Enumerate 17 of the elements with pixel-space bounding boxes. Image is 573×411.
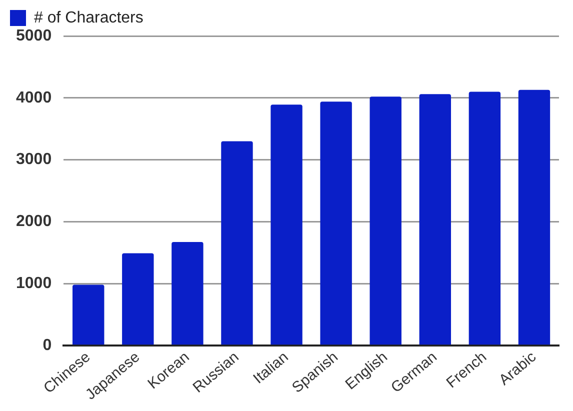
y-tick-label: 3000	[16, 151, 52, 168]
bar	[122, 253, 154, 345]
y-tick-label: 2000	[16, 213, 52, 230]
bar	[468, 92, 501, 345]
bar	[518, 90, 550, 345]
bar	[370, 96, 402, 345]
y-tick-label: 5000	[16, 27, 52, 44]
bar	[221, 141, 253, 345]
y-tick-label: 4000	[16, 89, 52, 106]
y-tick-label: 1000	[16, 274, 52, 292]
bar	[270, 104, 302, 345]
bar	[320, 102, 352, 345]
legend-label: # of Characters	[34, 9, 144, 26]
y-tick-label: 0	[42, 336, 52, 354]
bar	[172, 242, 204, 345]
bar	[419, 94, 451, 345]
bar	[72, 284, 104, 345]
